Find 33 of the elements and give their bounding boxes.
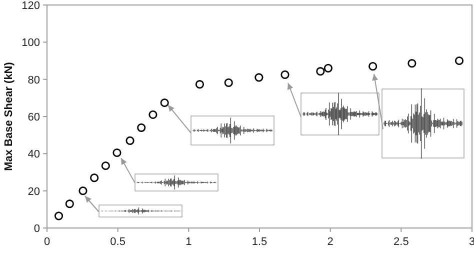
point (408, 59, 416, 68)
x-tick-label: 1.5 (252, 236, 268, 248)
point (137, 123, 146, 132)
point (454, 56, 464, 66)
point (112, 148, 122, 158)
x-tick-label: 1 (186, 236, 192, 248)
x-tick-label: 2.5 (394, 236, 409, 248)
point (78, 186, 88, 196)
point (324, 64, 333, 72)
point (195, 80, 204, 89)
y-tick-label: 20 (28, 186, 40, 198)
point (368, 62, 378, 71)
y-tick-label: 100 (22, 37, 40, 50)
y-tick-label: 40 (28, 148, 40, 161)
x-tick-label: 0.5 (110, 236, 126, 248)
y-tick-label: 0 (34, 223, 40, 235)
point (224, 78, 233, 87)
y-tick-label: 120 (22, 0, 40, 12)
point (160, 98, 169, 108)
point (280, 70, 290, 79)
y-tick-label: 80 (28, 74, 40, 86)
x-tick-label: 2 (327, 236, 334, 248)
y-axis-title: Max Base Shear (kN) (3, 62, 15, 171)
y-tick-label: 60 (28, 112, 40, 124)
point (316, 67, 325, 76)
point (54, 212, 64, 220)
x-tick-label: 0 (44, 236, 50, 248)
point (126, 136, 134, 145)
point (90, 174, 99, 182)
point (65, 200, 74, 208)
point (254, 73, 264, 82)
point (148, 110, 158, 119)
point (101, 161, 110, 170)
